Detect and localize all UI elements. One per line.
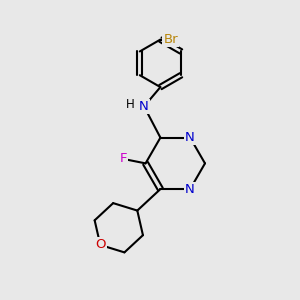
Text: Br: Br [164,33,178,46]
Text: N: N [139,100,149,113]
Text: N: N [185,183,195,196]
Text: F: F [119,152,127,165]
Text: N: N [185,131,195,144]
Text: H: H [126,98,135,111]
Text: O: O [95,238,106,251]
